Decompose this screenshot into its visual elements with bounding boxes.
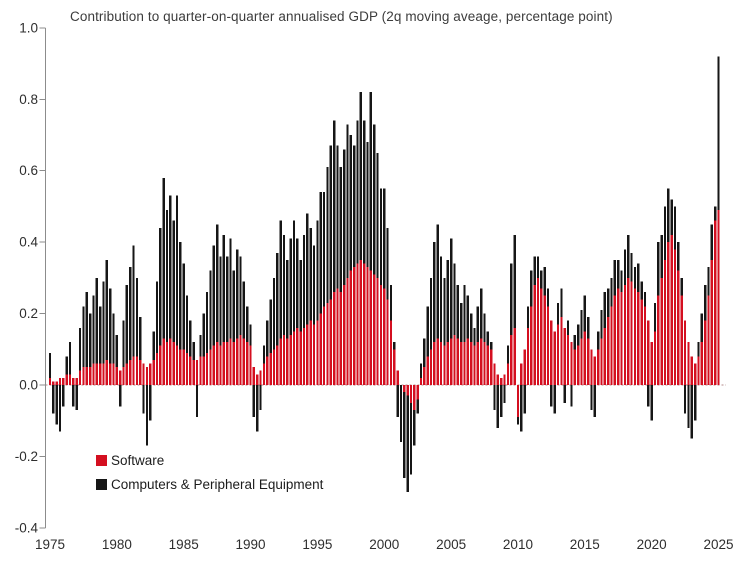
legend-label-software: Software bbox=[111, 453, 165, 468]
y-tick-label: 0.2 bbox=[19, 306, 38, 321]
x-tick-label: 2020 bbox=[637, 537, 667, 552]
x-tick-label: 2010 bbox=[503, 537, 533, 552]
chart-title: Contribution to quarter-on-quarter annua… bbox=[70, 9, 613, 24]
y-tick-label: 1.0 bbox=[19, 20, 38, 35]
legend-swatch-software bbox=[96, 455, 107, 466]
y-axis: 1.0 0.8 0.6 0.4 0.2 0.0 -0.2 -0.4 bbox=[15, 20, 46, 535]
x-tick-label: 2005 bbox=[436, 537, 466, 552]
legend-swatch-computers bbox=[96, 479, 107, 490]
chart-legend: Software Computers & Peripheral Equipmen… bbox=[96, 453, 323, 492]
x-tick-label: 1975 bbox=[35, 537, 65, 552]
y-tick-label: -0.2 bbox=[15, 449, 38, 464]
y-tick-label: 0.0 bbox=[19, 378, 38, 393]
x-tick-label: 1995 bbox=[302, 537, 332, 552]
legend-item-software: Software bbox=[96, 453, 323, 468]
y-tick-label: 0.6 bbox=[19, 163, 38, 178]
y-tick-label: -0.4 bbox=[15, 520, 39, 535]
x-tick-label: 1985 bbox=[169, 537, 199, 552]
x-tick-label: 2015 bbox=[570, 537, 600, 552]
legend-label-computers: Computers & Peripheral Equipment bbox=[111, 477, 324, 492]
bars-group bbox=[48, 56, 720, 493]
x-tick-label: 2000 bbox=[369, 537, 399, 552]
x-tick-label: 2025 bbox=[703, 537, 733, 552]
y-tick-label: 0.4 bbox=[19, 235, 38, 250]
x-axis-labels: 1975 1980 1985 1990 1995 2000 2005 2010 2015 2020… bbox=[35, 537, 734, 552]
x-tick-label: 1990 bbox=[236, 537, 266, 552]
legend-item-computers: Computers & Peripheral Equipment bbox=[96, 477, 323, 492]
y-tick-label: 0.8 bbox=[19, 92, 38, 107]
x-tick-label: 1980 bbox=[102, 537, 132, 552]
